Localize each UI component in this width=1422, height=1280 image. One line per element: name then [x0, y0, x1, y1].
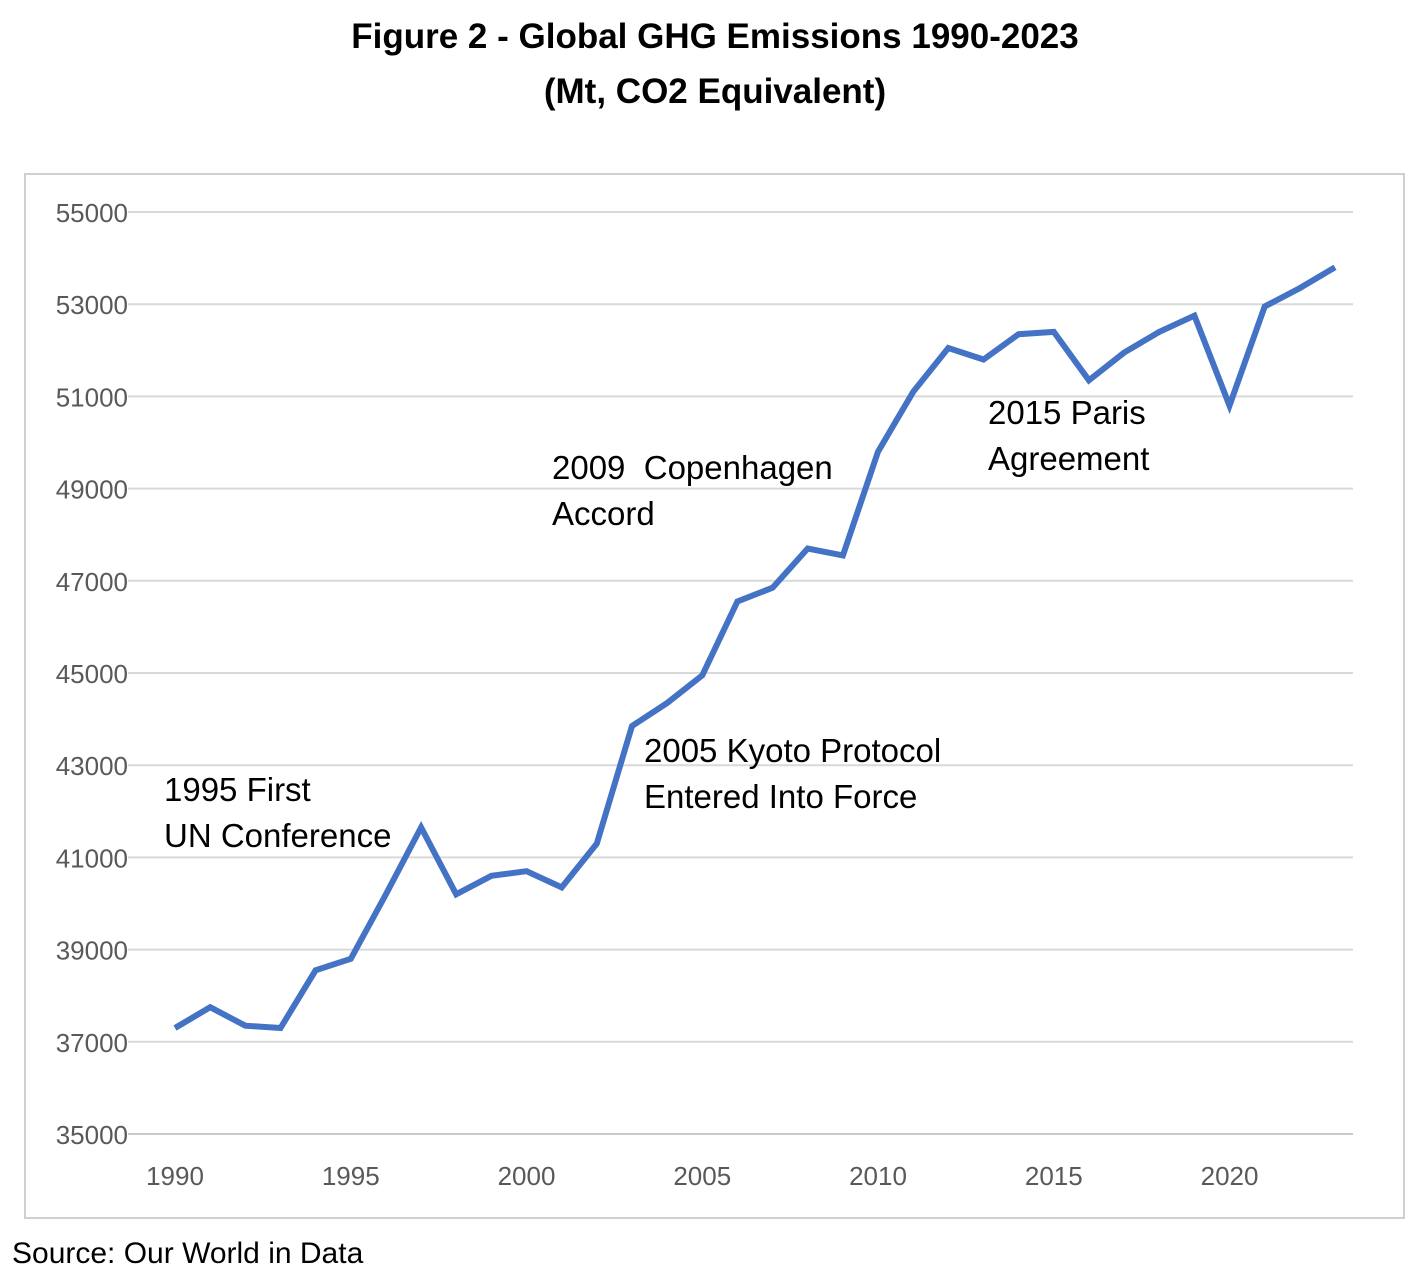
annotation-text: Entered Into Force	[644, 778, 917, 815]
source-note: Source: Our World in Data	[12, 1237, 364, 1270]
data-point	[526, 871, 527, 872]
data-point	[702, 675, 703, 676]
y-tick-label: 51000	[56, 382, 128, 412]
data-point	[245, 1025, 246, 1026]
x-tick-label: 1995	[322, 1161, 380, 1191]
x-tick-label: 2010	[849, 1161, 907, 1191]
annotation-text: Agreement	[988, 440, 1149, 477]
data-point	[842, 555, 843, 556]
data-point	[1088, 380, 1089, 381]
data-point	[737, 601, 738, 602]
data-point	[1053, 331, 1054, 332]
data-point	[983, 359, 984, 360]
data-point	[456, 894, 457, 895]
data-point	[280, 1027, 281, 1028]
annotation-text: 1995 First	[164, 771, 311, 808]
data-point	[1299, 288, 1300, 289]
chart-title-line-1: Figure 2 - Global GHG Emissions 1990-202…	[351, 17, 1079, 56]
y-tick-label: 47000	[56, 567, 128, 597]
data-point	[350, 958, 351, 959]
data-point	[631, 726, 632, 727]
annotations: 1995 First UN Conference 2005 Kyoto Protoc…	[164, 394, 1149, 854]
y-tick-label: 55000	[56, 198, 128, 228]
chart-title-line-2: (Mt, CO2 Equivalent)	[543, 72, 887, 111]
data-point	[913, 391, 914, 392]
data-point	[1018, 334, 1019, 335]
annotation-text: UN Conference	[164, 817, 391, 854]
y-tick-label: 53000	[56, 290, 128, 320]
data-point	[948, 347, 949, 348]
y-tick-label: 39000	[56, 936, 128, 966]
annotation-text: Accord	[552, 495, 655, 532]
grid-lines	[128, 211, 1353, 1135]
y-axis-tick-labels: 35000 37000 39000 41000 43000 45000 47000 49000…	[56, 198, 128, 1150]
data-point	[1124, 352, 1125, 353]
y-tick-label: 41000	[56, 843, 128, 873]
x-tick-label: 2015	[1025, 1161, 1083, 1191]
data-point	[561, 887, 562, 888]
y-tick-label: 43000	[56, 751, 128, 781]
data-point	[491, 875, 492, 876]
data-point	[421, 827, 422, 828]
y-tick-label: 45000	[56, 659, 128, 689]
data-point	[596, 843, 597, 844]
series-line-emissions	[173, 264, 1337, 1032]
data-point	[1194, 315, 1195, 316]
data-point	[878, 451, 879, 452]
x-axis-tick-labels: 1990 1995 2000 2005 2010 2015 2020	[146, 1161, 1258, 1191]
annotation-text: 2005 Kyoto Protocol	[644, 732, 941, 769]
data-point	[772, 587, 773, 588]
x-tick-label: 1990	[146, 1161, 204, 1191]
y-tick-label: 37000	[56, 1028, 128, 1058]
x-tick-label: 2000	[498, 1161, 556, 1191]
data-point	[807, 548, 808, 549]
series-layer	[173, 264, 1337, 1032]
x-tick-label: 2020	[1201, 1161, 1259, 1191]
data-point	[1159, 331, 1160, 332]
data-point	[385, 894, 386, 895]
y-tick-label: 35000	[56, 1120, 128, 1150]
y-tick-label: 49000	[56, 475, 128, 505]
data-point	[1335, 267, 1336, 268]
data-point	[210, 1007, 211, 1008]
x-tick-label: 2005	[673, 1161, 731, 1191]
data-point	[667, 702, 668, 703]
chart-frame	[24, 173, 1405, 1219]
data-point	[1264, 306, 1265, 307]
annotation-text: 2009 Copenhagen	[552, 449, 833, 486]
data-point	[315, 970, 316, 971]
data-point	[1229, 405, 1230, 406]
annotation-text: 2015 Paris	[988, 394, 1146, 431]
data-point	[175, 1027, 176, 1028]
